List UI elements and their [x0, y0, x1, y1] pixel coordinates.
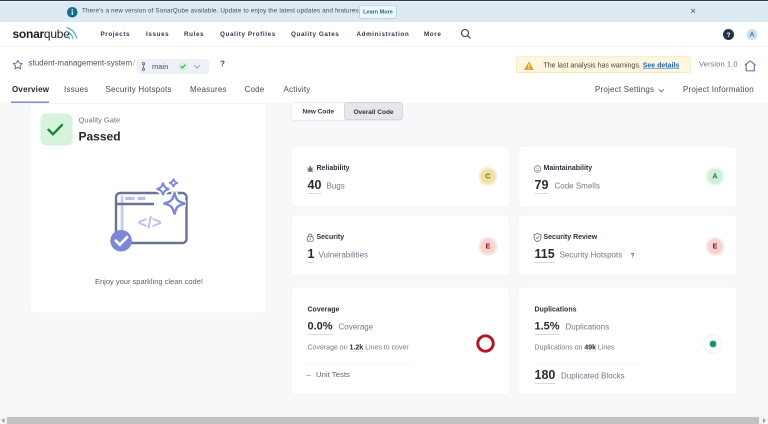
svg-text:?: ?: [726, 32, 730, 39]
svg-text:</>: </>: [138, 214, 162, 232]
